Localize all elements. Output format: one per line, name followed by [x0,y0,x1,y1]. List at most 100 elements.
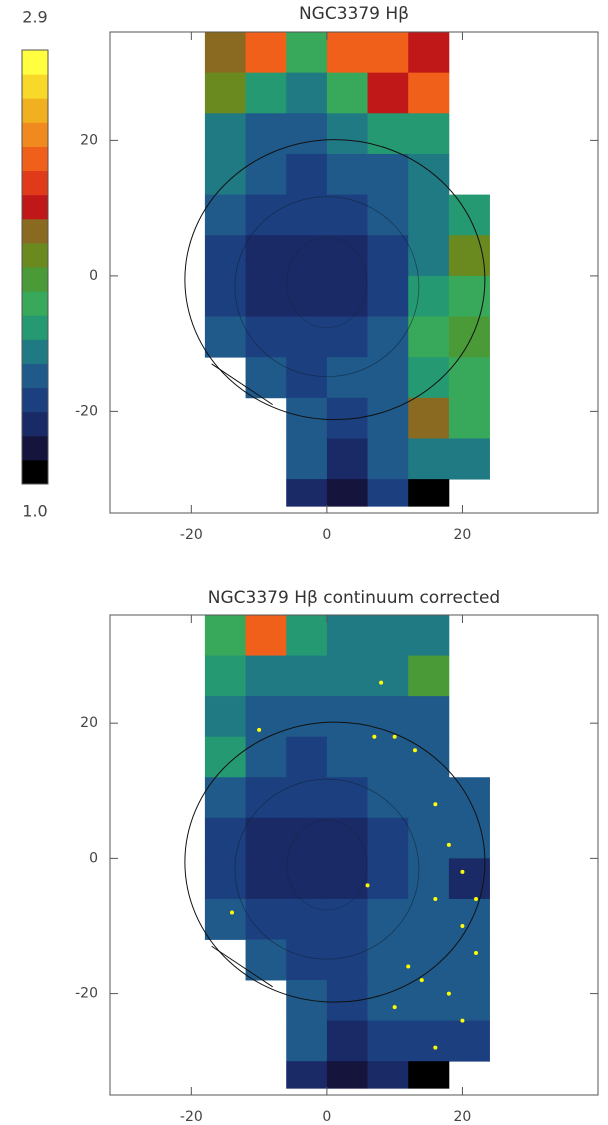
colorbar-band [22,339,48,364]
map-cell [367,696,409,738]
colorbar-band [22,122,48,147]
map-cell [326,736,368,778]
contour [286,819,368,911]
map-cell [245,655,287,697]
x-tick-label: -20 [180,1109,203,1125]
map-cell [408,1020,450,1062]
colorbar-band [22,50,48,75]
map-cell [448,357,490,399]
map-cell [286,316,328,358]
map-cell [286,696,328,738]
map-cell [448,194,490,236]
map-cell [408,939,450,981]
colorbar-band [22,242,48,268]
map-cell [286,1020,328,1062]
y-tick-label: 20 [80,715,98,731]
map-cell [408,153,450,195]
map-cell [326,1061,368,1089]
map-cell [204,113,246,155]
map-cell [367,777,409,819]
map-cell [326,153,368,195]
map-cell [204,858,246,900]
colorbar-band [22,267,48,292]
colorbar-band [22,387,48,413]
map-cell [286,980,328,1022]
plot-frame [109,614,599,1096]
y-tick-label: 0 [89,850,98,866]
map-cell [326,696,368,738]
point [372,734,377,739]
map-cell [326,316,368,358]
map-cell [408,72,450,114]
map-cell [245,858,287,900]
map-cell [367,655,409,697]
map-cell [448,316,490,358]
map-cell [367,32,409,74]
map-cell [245,357,287,399]
map-cell [245,777,287,819]
point [413,748,417,753]
map-cell [367,235,409,277]
point [446,991,451,996]
colorbar-band [22,459,48,485]
colorbar-band [22,146,48,172]
map-cell [367,817,409,859]
y-tick-label: -20 [75,986,98,1002]
map-cell [326,479,368,507]
map-cell [408,357,450,399]
colorbar-band [22,411,48,437]
colorbar-band [22,363,48,389]
colorbar-band [22,315,48,340]
map-cell [245,316,287,358]
colorbar-band [22,218,48,244]
map-cell [367,72,409,114]
map-cell [408,194,450,236]
map-cell [367,980,409,1022]
map-cell [367,1020,409,1062]
map-cell [326,817,368,859]
map-cell [367,357,409,399]
map-cell [286,397,328,439]
map-cell [367,275,409,317]
map-cell [245,275,287,317]
map-cell [448,858,490,900]
point [392,734,397,739]
map-cell [367,194,409,236]
map-cell [245,898,287,940]
x-tick-label: 20 [454,1109,472,1125]
x-tick-label: 0 [322,527,331,543]
map-cell [286,777,328,819]
map-cell [204,153,246,195]
map-cell [367,438,409,480]
map-cell [408,615,450,656]
map-cell [408,898,450,940]
map-cell [204,32,246,74]
map-cell [286,655,328,697]
map-cell [448,939,490,981]
point [230,910,234,915]
map-cell [286,858,328,900]
map-cell [408,32,450,74]
map-cell [286,357,328,399]
map-cell [286,275,328,317]
map-cell [204,615,246,656]
map-cell [367,479,409,507]
map-cell [408,316,450,358]
map-cell [367,153,409,195]
map-cell [286,32,328,74]
y-tick-label: 0 [89,268,98,284]
map-cell [367,397,409,439]
panel-title: NGC3379 Hβ continuum corrected [208,588,500,608]
map-cell [448,397,490,439]
map-cell [367,615,409,656]
map-cell [408,696,450,738]
map-cell [245,939,287,981]
map-cell [408,980,450,1022]
map-cell [204,777,246,819]
plot-frame [109,31,599,514]
colorbar-band [22,291,48,316]
map-cell [326,357,368,399]
map-cell [245,72,287,114]
contour [234,778,420,960]
map-cell [326,898,368,940]
